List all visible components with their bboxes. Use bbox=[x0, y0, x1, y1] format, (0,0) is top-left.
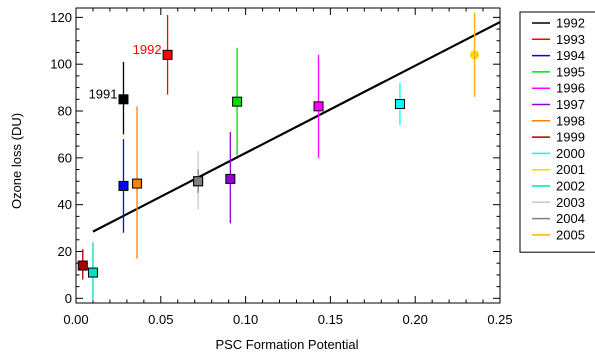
data-point-1993 bbox=[162, 49, 173, 60]
x-tick-label: 0.15 bbox=[318, 312, 343, 327]
legend-label-1996: 1996 bbox=[556, 81, 585, 96]
y-tick-label: 60 bbox=[58, 150, 72, 165]
y-tick-label: 120 bbox=[50, 10, 72, 25]
legend-label-1999: 1999 bbox=[556, 130, 585, 145]
legend-label-2001: 2001 bbox=[556, 162, 585, 177]
annotation-label: 1991 bbox=[89, 86, 118, 101]
x-tick-label: 0.10 bbox=[233, 312, 258, 327]
legend-label-1997: 1997 bbox=[556, 97, 585, 112]
legend-label-1992: 1992 bbox=[556, 16, 585, 31]
legend-label-2000: 2000 bbox=[556, 146, 585, 161]
data-point-1999 bbox=[77, 260, 88, 271]
legend-label-1993: 1993 bbox=[556, 32, 585, 47]
data-point-2004 bbox=[193, 176, 204, 187]
data-point-1995 bbox=[232, 96, 243, 107]
y-tick-label: 80 bbox=[58, 104, 72, 119]
x-tick-label: 0.25 bbox=[487, 312, 512, 327]
legend-label-2005: 2005 bbox=[556, 227, 585, 242]
y-tick-label: 0 bbox=[65, 291, 72, 306]
y-axis-label: Ozone loss (DU) bbox=[9, 113, 24, 209]
y-tick-label: 20 bbox=[58, 244, 72, 259]
data-points bbox=[77, 12, 480, 301]
legend-box bbox=[519, 11, 595, 253]
fit-line-group bbox=[92, 21, 501, 233]
data-point-1996 bbox=[313, 101, 324, 112]
legend-label-1994: 1994 bbox=[556, 48, 585, 63]
annotations: 1991 1992 bbox=[89, 42, 162, 101]
axes: 0.00 0.05 0.10 0.15 0.20 0.25 0 20 40 60 80 100 120 bbox=[50, 7, 513, 327]
data-point-2000 bbox=[394, 98, 405, 109]
y-tick-label: 100 bbox=[50, 57, 72, 72]
legend-label-2002: 2002 bbox=[556, 179, 585, 194]
data-point-1994 bbox=[118, 180, 129, 191]
x-tick-label: 0.05 bbox=[148, 312, 173, 327]
annotation-label: 1992 bbox=[133, 42, 162, 57]
plot-frame bbox=[75, 7, 501, 304]
legend-label-2004: 2004 bbox=[556, 211, 585, 226]
x-axis-label: PSC Formation Potential bbox=[215, 337, 358, 352]
data-point-2002 bbox=[87, 267, 98, 278]
x-tick-label: 0.00 bbox=[63, 312, 88, 327]
data-point-1992 bbox=[118, 94, 129, 105]
data-point-1998 bbox=[132, 178, 143, 189]
legend-label-2003: 2003 bbox=[556, 195, 585, 210]
data-point-1997 bbox=[225, 173, 236, 184]
regression-line bbox=[92, 21, 501, 233]
y-tick-label: 40 bbox=[58, 197, 72, 212]
x-tick-label: 0.20 bbox=[403, 312, 428, 327]
legend-label-1998: 1998 bbox=[556, 113, 585, 128]
legend-label-1995: 1995 bbox=[556, 64, 585, 79]
